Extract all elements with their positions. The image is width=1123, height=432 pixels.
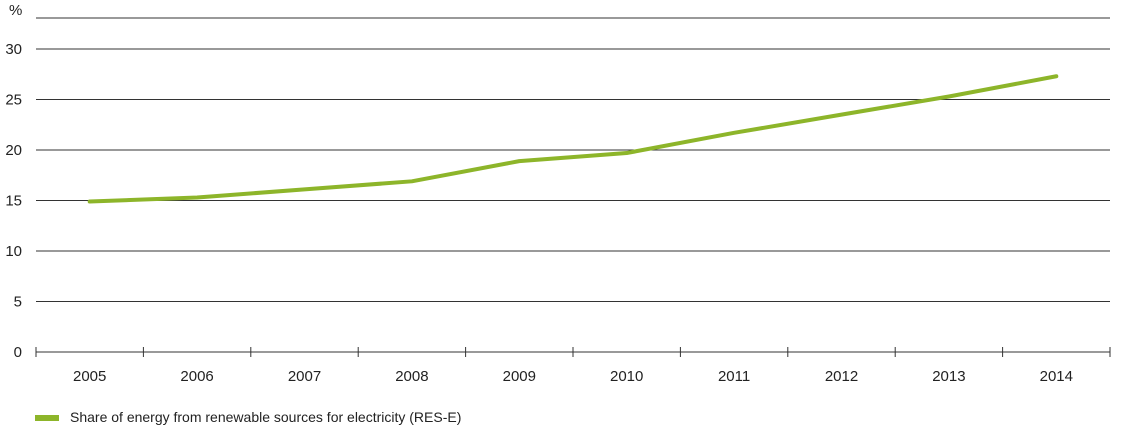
legend-swatch-0 bbox=[35, 415, 59, 421]
series-line-0 bbox=[87, 74, 1059, 204]
y-tick-label-0: 0 bbox=[14, 344, 22, 361]
y-tick-label-15: 15 bbox=[5, 193, 22, 210]
x-tick-label-2005: 2005 bbox=[73, 368, 106, 385]
axis-layer: % 0 5 10 15 20 25 30 2005 2006 2007 2008 2009 2010 201… bbox=[5, 2, 1111, 385]
series-layer bbox=[87, 74, 1059, 204]
x-tick-label-2011: 2011 bbox=[718, 368, 750, 385]
x-tick-label-2007: 2007 bbox=[288, 368, 321, 385]
legend-label-0: Share of energy from renewable sources f… bbox=[70, 409, 461, 425]
y-tick-label-10: 10 bbox=[5, 243, 22, 260]
x-tick-label-2008: 2008 bbox=[395, 368, 428, 385]
y-tick-label-30: 30 bbox=[5, 41, 22, 58]
x-tick-label-2012: 2012 bbox=[825, 368, 858, 385]
y-tick-label-25: 25 bbox=[5, 92, 22, 109]
y-unit-label: % bbox=[9, 2, 22, 19]
x-tick-label-2010: 2010 bbox=[610, 368, 643, 385]
x-tick-label-2006: 2006 bbox=[180, 368, 213, 385]
y-tick-label-20: 20 bbox=[5, 142, 22, 159]
x-tick-label-2014: 2014 bbox=[1040, 368, 1073, 385]
y-tick-label-5: 5 bbox=[14, 294, 22, 311]
x-tick-label-2013: 2013 bbox=[932, 368, 965, 385]
x-tick-label-2009: 2009 bbox=[503, 368, 536, 385]
grid-layer bbox=[36, 17, 1110, 302]
legend: Share of energy from renewable sources f… bbox=[35, 409, 461, 425]
